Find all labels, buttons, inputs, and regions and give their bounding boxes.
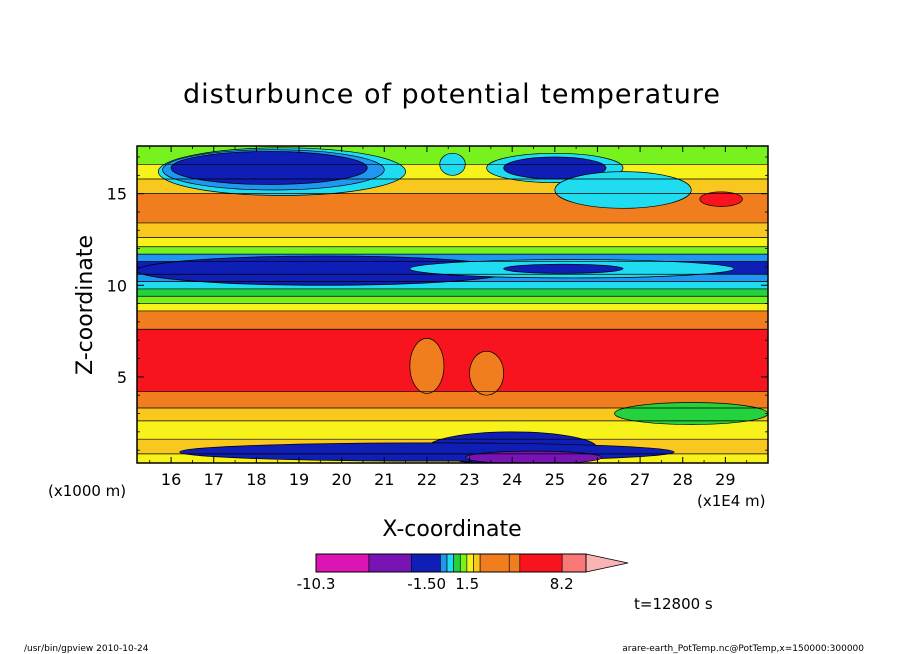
band-7 [137,303,768,311]
x-tick-label-20: 20 [331,470,351,489]
footer-left: /usr/bin/gpview 2010-10-24 [24,644,149,654]
x-tick-label-19: 19 [289,470,309,489]
band-9 [137,288,768,297]
time-label: t=12800 s [634,595,713,613]
colorbar-segment-6 [459,553,468,573]
y-tick-label-10: 10 [107,276,127,295]
band-2 [137,420,768,440]
x-tick-label-23: 23 [459,470,479,489]
colorbar-segment-1 [368,553,412,573]
colorbar [315,553,629,573]
x-tick-label-21: 21 [374,470,394,489]
region-5 [554,171,692,209]
band-3 [137,408,768,421]
colorbar-segment-2 [410,553,441,573]
x-tick-label-25: 25 [545,470,565,489]
colorbar-label-3: 8.2 [550,575,574,593]
region-7 [699,191,743,207]
colorbar-segment-12 [561,553,587,573]
colorbar-segment-10 [508,553,521,573]
band-15 [137,237,768,247]
colorbar-frame [315,553,587,573]
colorbar-labels: -10.3 -1.50 1.5 8.2 [297,575,574,593]
colorbar-segment-0 [315,553,370,573]
plot-frame [136,145,769,464]
plot-area [137,146,768,463]
x-tick-label-18: 18 [246,470,266,489]
band-4 [137,391,768,409]
y-axis-ticks: 5 10 15 [107,156,768,451]
colorbar-segment-5 [453,553,461,573]
y-axis-label: Z-coordinate [73,235,98,375]
colorbar-segment-11 [519,553,563,573]
x-tick-label-16: 16 [161,470,181,489]
x-tick-label-24: 24 [502,470,522,489]
region-16 [469,350,505,396]
x-unit-right: (x1E4 m) [697,492,766,510]
colorbar-label-1: -1.50 [407,575,446,593]
x-tick-label-29: 29 [715,470,735,489]
region-2 [170,151,368,185]
region-14 [614,402,768,425]
band-8 [137,296,768,304]
x-tick-label-27: 27 [630,470,650,489]
band-10 [137,281,768,289]
colorbar-segment-4 [446,553,454,573]
colorbar-segment-3 [440,553,448,573]
colorbar-segment-7 [466,553,474,573]
colorbar-label-0: -10.3 [297,575,336,593]
colorbar-segment-9 [479,553,510,573]
band-5 [137,329,768,392]
y-tick-label-15: 15 [107,185,127,204]
contour-lines [137,146,768,455]
footer-right: arare-earth_PotTemp.nc@PotTemp,x=150000:… [622,644,864,654]
x-tick-label-22: 22 [417,470,437,489]
x-unit-left: (x1000 m) [48,482,126,500]
x-tick-label-28: 28 [673,470,693,489]
x-axis-label: X-coordinate [382,517,521,542]
x-tick-label-17: 17 [204,470,224,489]
band-6 [137,310,768,330]
region-15 [409,338,445,394]
x-axis-ticks: 16 17 18 19 20 21 22 23 24 25 26 27 28 29 [149,146,748,489]
band-16 [137,222,768,238]
band-13 [137,254,768,262]
y-tick-label-5: 5 [117,368,127,387]
region-10 [503,263,624,274]
chart-title: disturbunce of potential temperature [183,79,721,110]
band-14 [137,246,768,255]
colorbar-label-2: 1.5 [455,575,479,593]
colorbar-arrow [585,553,629,573]
x-tick-label-26: 26 [587,470,607,489]
colorbar-segment-8 [473,553,481,573]
